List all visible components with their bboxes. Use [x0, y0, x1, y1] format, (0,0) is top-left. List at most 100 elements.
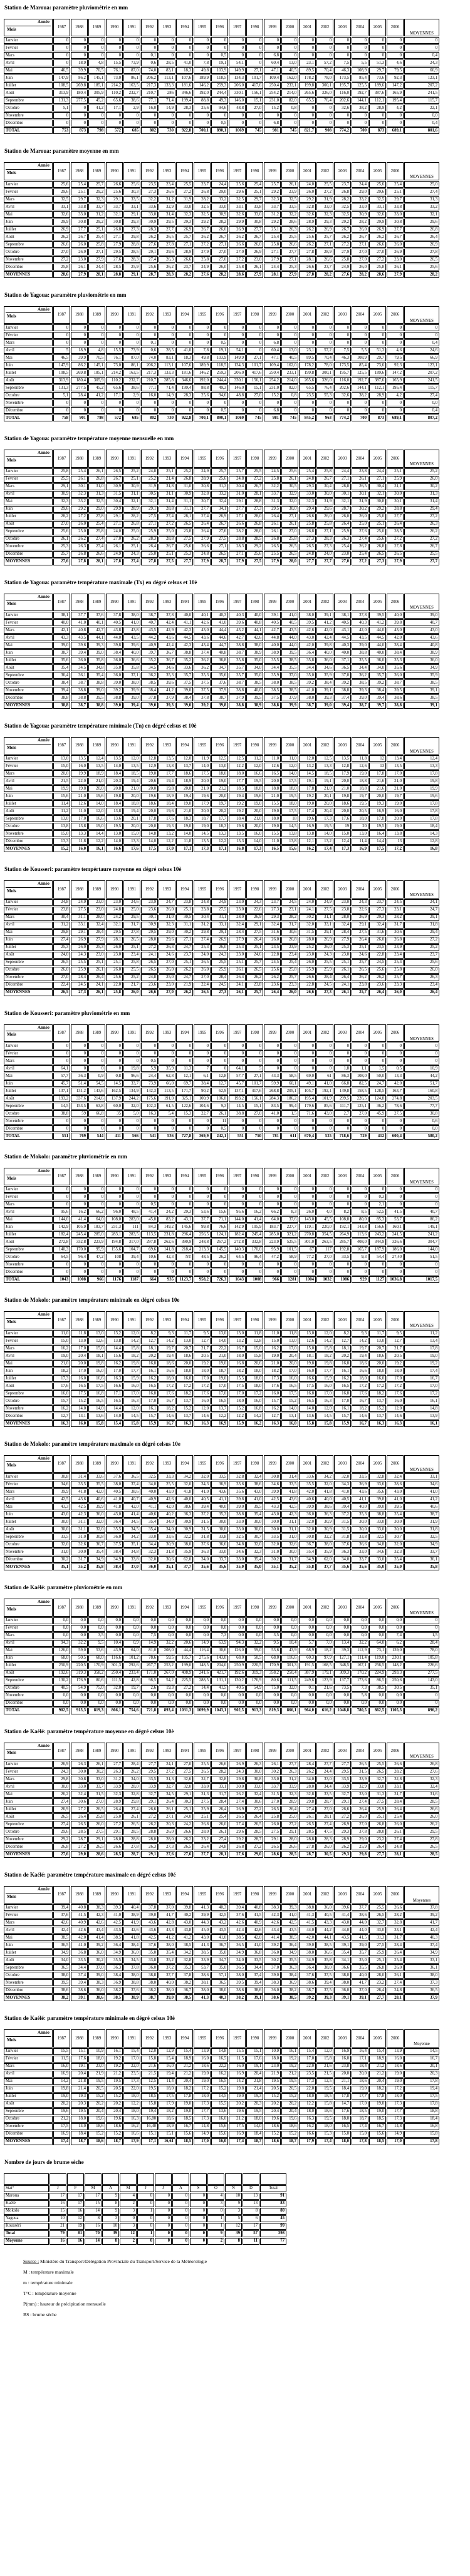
value-cell: 0: [211, 324, 228, 332]
value-cell: 0,5: [211, 339, 228, 347]
value-cell: 0: [369, 112, 386, 120]
year-header: 1999: [264, 1024, 281, 1042]
year-header: 2006: [387, 1168, 404, 1186]
value-cell: 14,9: [159, 392, 175, 399]
value-cell: 0,0: [281, 1692, 298, 1699]
table-row: Juin 38,7 39,4 39,0 38,4 40,0 39,7 36,7 38,8 37,4…: [4, 649, 439, 656]
avg-cell: 38,7: [404, 1511, 439, 1518]
value-cell: 18,7: [211, 1367, 228, 1374]
value-cell: 6,8: [264, 339, 281, 347]
value-cell: 50,5: [246, 1654, 263, 1662]
value-cell: 57,2: [316, 347, 333, 354]
row-label: Octobre: [4, 105, 53, 112]
empty-cell: [225, 2173, 242, 2185]
value-cell: 86,3: [334, 1073, 351, 1079]
year-header: 2000: [281, 1024, 298, 1042]
value-cell: 26,4: [264, 513, 281, 520]
value-cell: 64,0: [88, 1216, 105, 1224]
value-cell: 19,0: [176, 823, 193, 830]
value-cell: 39,1: [316, 686, 333, 694]
value-cell: 0: [194, 52, 211, 59]
value-cell: 39,2: [194, 701, 211, 709]
value-cell: 149,2: [159, 1224, 175, 1231]
value-cell: 27,7: [159, 225, 175, 233]
value-cell: 13,0: [281, 59, 298, 67]
value-cell: 25,7: [211, 468, 228, 475]
value-cell: 25,2: [176, 468, 193, 475]
value-cell: 43,3: [264, 1073, 281, 1079]
value-cell: 27,3: [141, 188, 158, 195]
value-cell: 25,8: [299, 520, 316, 528]
brume-table-title: Nombre de jours de brume sèche: [4, 2158, 84, 2165]
value-cell: 29,0: [88, 505, 105, 513]
value-cell: 26,6: [53, 240, 70, 248]
avg-cell: 10,9: [404, 1065, 439, 1072]
brume-value-cell: 3: [207, 2200, 224, 2207]
value-cell: 0: [71, 1125, 88, 1132]
value-cell: 39,5: [387, 1503, 404, 1511]
value-cell: 34,0: [159, 1518, 175, 1526]
value-cell: 25,8: [281, 966, 298, 974]
value-cell: 0: [229, 1186, 246, 1193]
value-cell: 18,6: [264, 2123, 281, 2130]
brume-col-header: O: [207, 2185, 224, 2192]
value-cell: 19,0: [53, 1352, 70, 1359]
row-label: MOYENNES: [4, 1994, 53, 2002]
value-cell: 180,4: [71, 90, 88, 97]
value-cell: 49,1: [299, 1080, 316, 1087]
avg-cell: 16,7: [404, 1374, 439, 1382]
avg-cell: 40,7: [404, 619, 439, 626]
value-cell: 12,0: [316, 1404, 333, 1412]
value-cell: 0: [141, 1269, 158, 1276]
value-cell: 0: [123, 120, 140, 127]
value-cell: 31,0: [88, 483, 105, 490]
value-cell: 25,1: [123, 543, 140, 550]
value-cell: 758: [53, 415, 70, 422]
value-cell: 12,2: [299, 2100, 316, 2108]
avg-cell: 35,1: [404, 1684, 439, 1692]
value-cell: 22,8: [264, 951, 281, 959]
value-cell: 0: [352, 1125, 368, 1132]
value-cell: 19,7: [352, 1344, 368, 1352]
year-header: 1989: [88, 1168, 105, 1186]
brume-header-row: Stat° J F M A M J J A S O N D Total: [4, 2185, 286, 2192]
value-cell: 25,1: [369, 1813, 386, 1820]
value-cell: 54,4: [369, 1254, 386, 1261]
value-cell: 14,9: [387, 2130, 404, 2138]
value-cell: 35,3: [211, 1511, 228, 1518]
value-cell: 866,1: [106, 1707, 123, 1714]
table-row: MOYENNES 27,6 27,8 28,1 27,8 27,4 27,8 27,5 27,7…: [4, 558, 439, 565]
value-cell: 25,8: [387, 966, 404, 974]
value-cell: 802: [141, 415, 158, 422]
value-cell: 26,2: [369, 974, 386, 981]
value-cell: 43,3: [159, 1927, 175, 1934]
value-cell: 26,1: [88, 966, 105, 974]
value-cell: 16,7: [176, 2123, 193, 2130]
value-cell: 32,2: [352, 1639, 368, 1647]
value-cell: 13,2: [229, 1337, 246, 1344]
value-cell: 31,9: [176, 195, 193, 203]
value-cell: 32,8: [387, 1919, 404, 1927]
value-cell: 45,2: [88, 97, 105, 105]
value-cell: 158,5: [352, 1088, 368, 1095]
avg-cell: 29,1: [404, 914, 439, 921]
value-cell: 30,8: [246, 218, 263, 225]
value-cell: 0: [211, 399, 228, 407]
value-cell: 17,9: [123, 2138, 140, 2145]
value-cell: 242,1: [211, 1133, 228, 1140]
value-cell: 25,0: [369, 528, 386, 535]
value-cell: 26,9: [71, 248, 88, 255]
row-label: Juillet: [4, 1374, 53, 1382]
value-cell: 73,5: [334, 1684, 351, 1692]
value-cell: 19,5: [71, 2108, 88, 2115]
value-cell: 0: [106, 1050, 123, 1057]
value-cell: 27,1: [176, 936, 193, 944]
value-cell: 25,1: [246, 188, 263, 195]
row-label: Décembre: [4, 838, 53, 845]
table-row: Mai 46,5 39,9 70,5 76,1 87,0 74,0 83,1 18,3 49,8 1…: [4, 354, 439, 362]
value-cell: 21,6: [141, 2063, 158, 2070]
year-header: 1994: [176, 162, 193, 180]
value-cell: 38,0: [123, 611, 140, 619]
value-cell: 29,0: [211, 188, 228, 195]
year-header: 2006: [387, 1599, 404, 1617]
